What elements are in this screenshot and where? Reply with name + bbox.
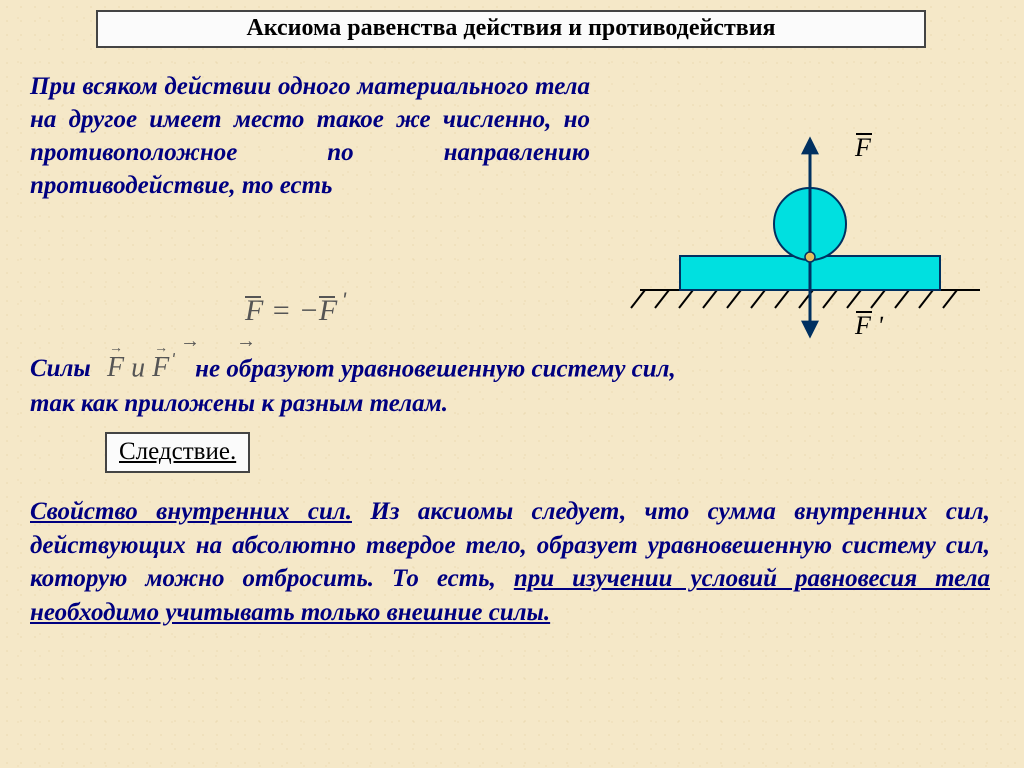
forces-paragraph: Силы →F и →Fʹ не образуют уравновешенную…	[30, 350, 990, 420]
consequence-u1: Свойство внутренних сил.	[30, 498, 352, 525]
forces-lead: Силы	[30, 352, 91, 385]
consequence-paragraph: Свойство внутренних сил. Из аксиомы след…	[30, 495, 990, 629]
equation-rhs-F: F	[319, 294, 337, 328]
forces-symbols: →F и →Fʹ	[107, 350, 179, 387]
equation: F = −Fʹ	[245, 290, 351, 328]
reaction-diagram: F F ʹ	[630, 130, 990, 350]
page-title: Аксиома равенства действия и противодейс…	[96, 10, 926, 48]
svg-text:F ʹ: F ʹ	[854, 311, 883, 340]
equation-prime: ʹ	[339, 290, 351, 314]
symbol-prime: ʹ	[169, 351, 179, 370]
symbol-and: и	[124, 352, 152, 383]
svg-text:F: F	[854, 133, 872, 162]
equation-lhs-F: F	[245, 294, 263, 328]
equation-equals: = −	[263, 294, 319, 327]
consequence-box: Следствие.	[105, 432, 250, 473]
definition-paragraph: При всяком действии одного материального…	[30, 70, 590, 202]
forces-rest-b: так как приложены к разным телам.	[30, 390, 448, 417]
forces-rest-a: не образуют уравновешенную систему сил,	[195, 355, 676, 382]
